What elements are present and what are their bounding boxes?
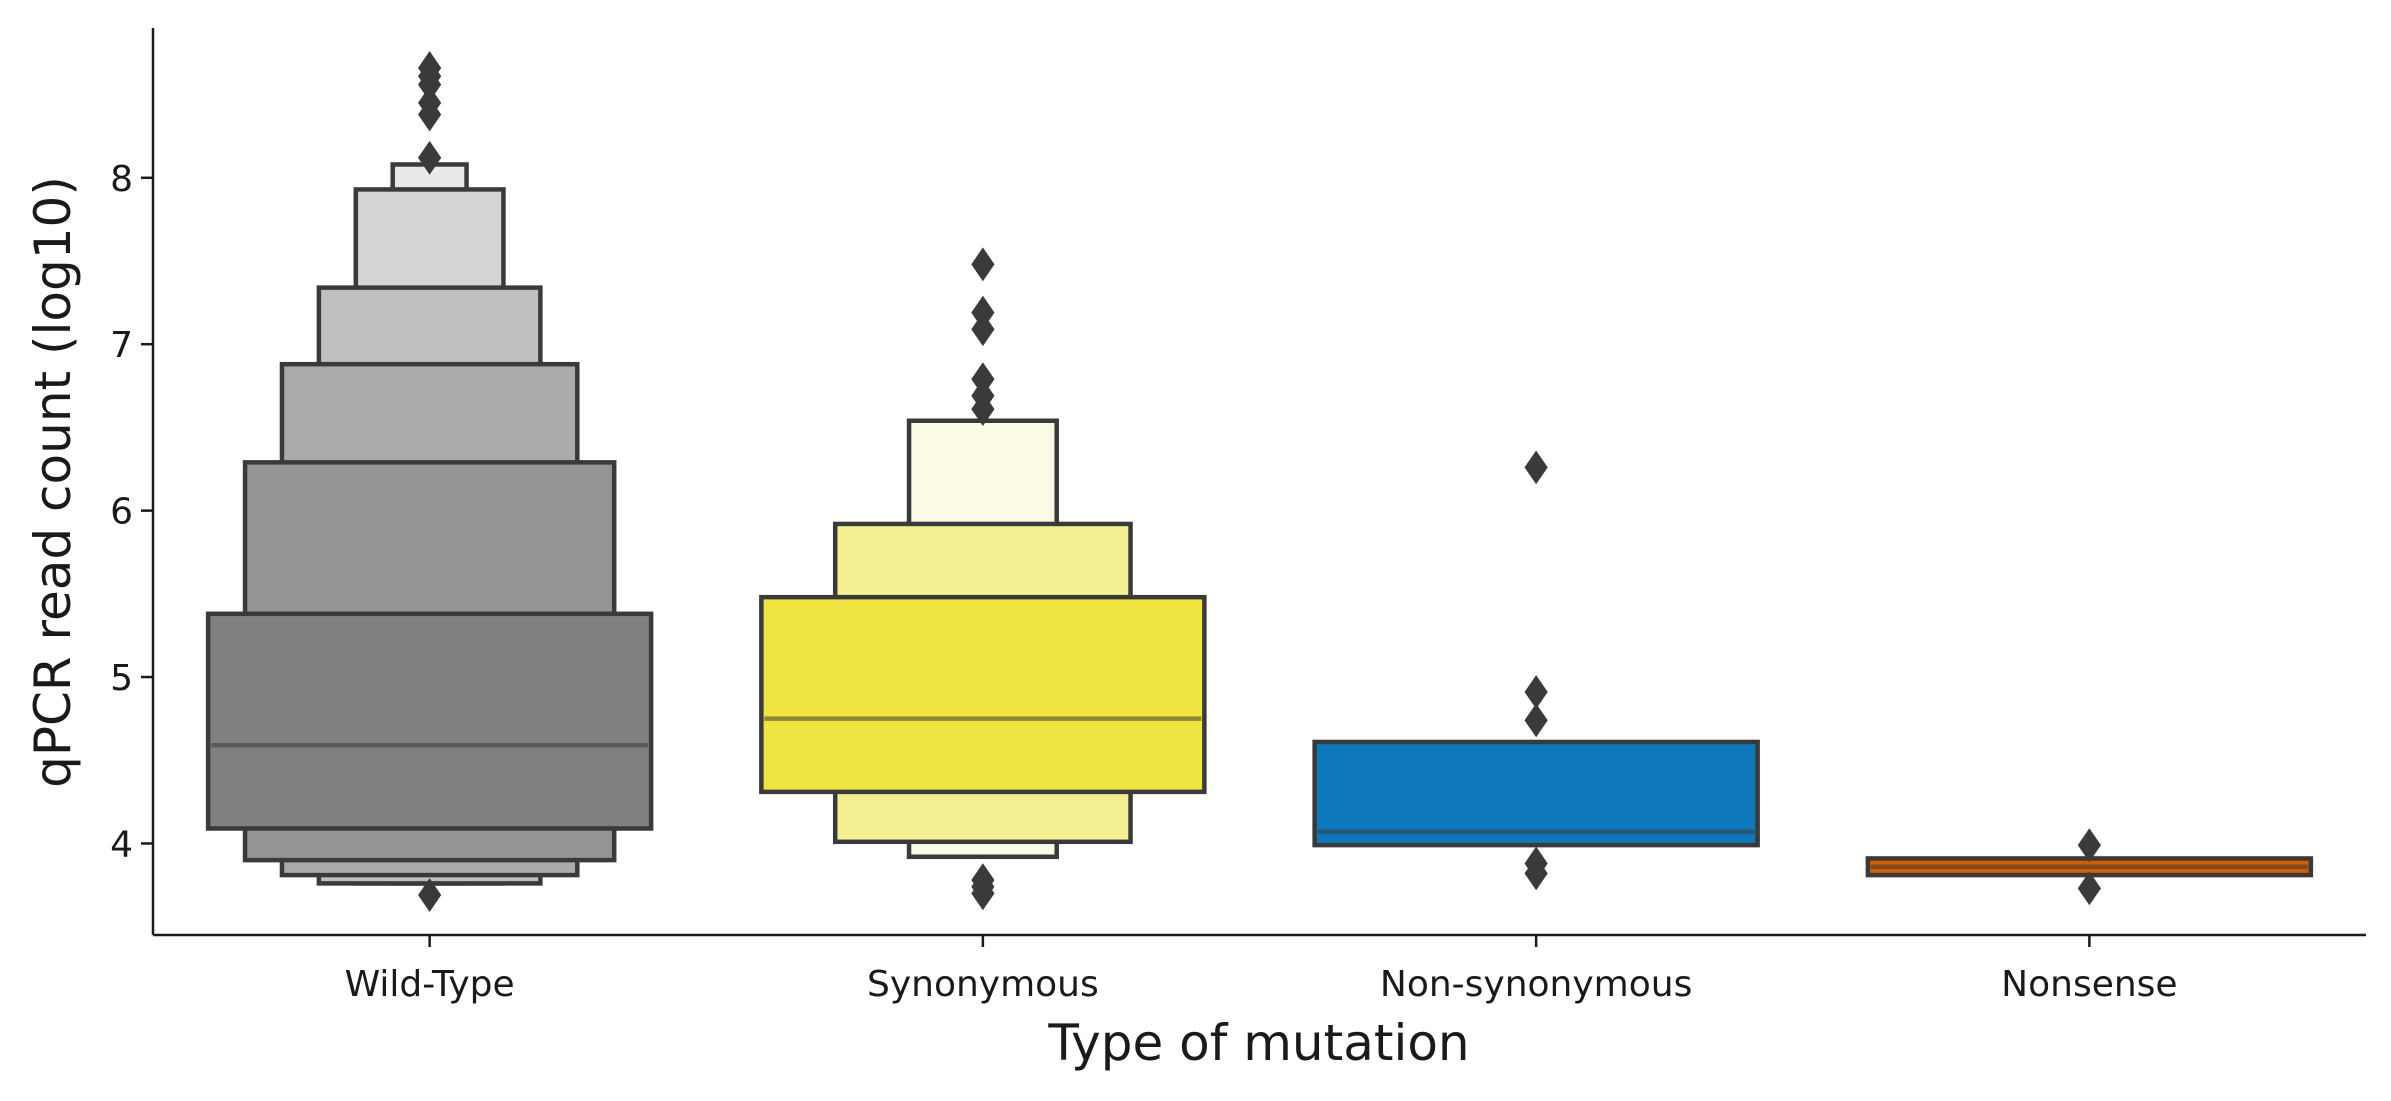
plot-area [205,51,2314,912]
boxen-group [205,51,654,912]
y-tick-label: 8 [110,159,133,200]
x-tick-label: Synonymous [867,964,1099,1005]
outlier-point [2077,828,2101,863]
outlier-point [971,876,995,911]
outlier-point [2077,871,2101,906]
y-axis-title: qPCR read count (log10) [24,176,82,788]
outlier-point [418,878,442,912]
outlier-point [971,392,995,426]
outlier-point [1524,450,1548,485]
outlier-point [1524,856,1548,891]
outlier-point [971,312,995,347]
x-tick-label: Non-synonymous [1380,964,1692,1005]
x-tick-label: Nonsense [2001,964,2177,1005]
outlier-point [1524,675,1548,709]
boxen-group [759,247,1207,911]
boxen-box [759,594,1207,795]
boxen-group [1865,828,2314,906]
boxen-box [1312,739,1760,848]
y-tick-label: 5 [110,658,133,699]
boxen-box [205,611,654,831]
x-tick-label: Wild-Type [345,964,515,1005]
outlier-point [418,97,442,132]
outlier-point [418,140,442,175]
boxen-group [1312,450,1760,891]
outlier-point [1524,703,1548,738]
outlier-point [971,247,995,282]
y-tick-label: 4 [110,824,133,865]
x-axis-ticks: Wild-Type Synonymous Non-synonymous Nonsens… [345,935,2178,1005]
x-axis-title: Type of mutation [1047,1014,1469,1072]
y-axis-ticks: 4 5 6 7 8 [110,159,153,865]
y-tick-label: 7 [110,325,133,366]
y-tick-label: 6 [110,492,133,533]
